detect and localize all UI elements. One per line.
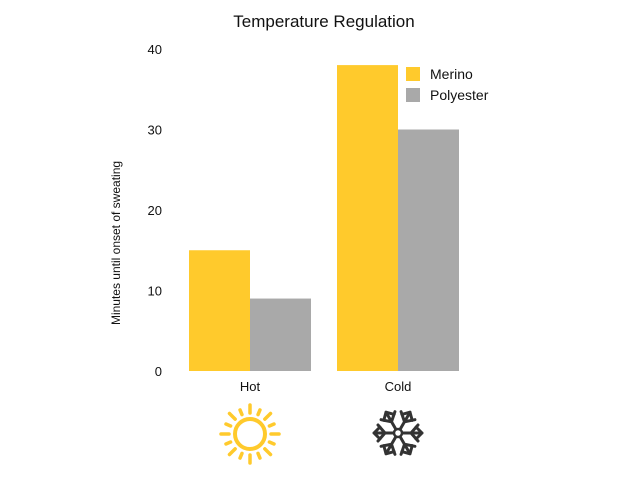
legend-label-polyester: Polyester [430,87,489,103]
x-tick-label: Cold [385,379,412,394]
bar-merino-hot [189,250,250,371]
legend-swatch-polyester [406,88,420,102]
legend: Merino Polyester [406,66,489,103]
snowflake-icon [372,410,424,456]
y-tick-label: 10 [148,284,162,299]
sun-icon [219,403,281,465]
x-axis-ticks: Hot Cold [240,379,411,394]
chart-title: Temperature Regulation [233,12,414,31]
bars [189,65,459,371]
y-tick-label: 20 [148,203,162,218]
x-tick-label: Hot [240,379,261,394]
y-tick-label: 0 [155,364,162,379]
legend-label-merino: Merino [430,66,473,82]
bar-polyester-cold [398,129,459,371]
bar-merino-cold [337,65,398,371]
y-axis-ticks: 0 10 20 30 40 [148,42,162,379]
y-tick-label: 30 [148,123,162,138]
bar-polyester-hot [250,298,311,371]
legend-swatch-merino [406,67,420,81]
y-tick-label: 40 [148,42,162,57]
y-axis-label: Minutes until onset of sweating [109,161,123,325]
